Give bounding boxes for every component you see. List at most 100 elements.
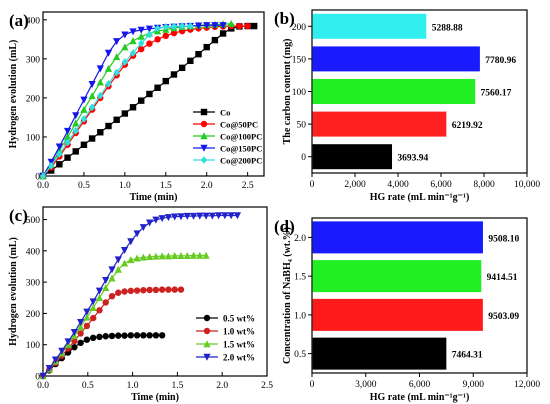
x-tick-label: 3,000 xyxy=(355,380,377,390)
series-line xyxy=(42,214,238,377)
data-point xyxy=(158,252,166,260)
data-point xyxy=(233,212,242,220)
x-tick-label: 2.5 xyxy=(261,381,273,391)
legend-label: Co@50PC xyxy=(220,120,258,130)
data-point xyxy=(104,64,113,72)
panel-d-bar-chart: 7464.31 0.5 9503.09 1.0 9414.51 1.5 9508.10 2.0… xyxy=(274,217,540,403)
data-point xyxy=(133,254,141,262)
data-point xyxy=(89,303,97,311)
data-point xyxy=(108,332,116,340)
data-point xyxy=(146,90,153,98)
data-point xyxy=(219,22,227,30)
data-point xyxy=(56,150,63,158)
data-point xyxy=(215,212,223,220)
data-point xyxy=(133,287,141,294)
series-line xyxy=(42,24,224,177)
bar-value-label: 6219.92 xyxy=(452,121,483,131)
data-point xyxy=(121,332,128,339)
data-point xyxy=(77,339,84,347)
legend-marker xyxy=(203,340,211,348)
data-point xyxy=(102,277,110,285)
data-point xyxy=(129,28,137,36)
data-point xyxy=(187,57,194,65)
data-point xyxy=(158,332,166,339)
legend-label: Co xyxy=(220,108,230,118)
plot-frame xyxy=(42,11,265,177)
data-point xyxy=(133,332,141,339)
data-point xyxy=(121,43,129,51)
data-point xyxy=(139,253,147,261)
data-point xyxy=(178,22,186,30)
data-point xyxy=(58,347,66,355)
panel-label: (c) xyxy=(9,206,28,225)
legend-marker xyxy=(200,132,208,140)
x-tick-label: 10,000 xyxy=(514,180,540,190)
data-point xyxy=(114,256,122,264)
data-point xyxy=(97,91,104,100)
data-point xyxy=(72,126,79,135)
y-tick-label: 50 xyxy=(297,121,307,131)
legend-marker xyxy=(203,353,211,361)
data-point xyxy=(108,274,116,282)
bar xyxy=(312,337,447,370)
data-point xyxy=(95,287,104,295)
data-point xyxy=(45,364,53,372)
series-line xyxy=(42,254,207,377)
series-line xyxy=(42,23,232,177)
data-point xyxy=(170,29,178,37)
x-axis-label: Time (min) xyxy=(131,392,179,403)
data-point xyxy=(165,286,172,293)
y-tick-label: 1.0 xyxy=(294,311,306,321)
y-tick-label: 0 xyxy=(35,173,40,183)
data-point xyxy=(152,332,160,339)
bar xyxy=(312,260,482,293)
data-point xyxy=(83,322,91,330)
data-point xyxy=(189,251,198,259)
data-point xyxy=(102,333,109,340)
data-point xyxy=(137,26,145,34)
x-tick-label: 12,000 xyxy=(514,380,540,390)
data-point xyxy=(236,22,243,30)
x-tick-label: 2.0 xyxy=(216,381,228,391)
y-tick-label: 150 xyxy=(292,55,307,65)
y-axis-label: Hydrogen evolution (mL) xyxy=(8,237,19,346)
data-point xyxy=(121,110,129,117)
data-point xyxy=(137,32,145,40)
legend-marker xyxy=(200,144,208,152)
y-tick-label: 200 xyxy=(292,23,307,33)
data-point xyxy=(113,38,121,46)
data-point xyxy=(64,138,71,147)
data-point xyxy=(72,148,79,155)
legend-marker xyxy=(200,108,208,116)
bar-value-label: 9414.51 xyxy=(487,273,518,283)
data-point xyxy=(178,64,186,72)
data-point xyxy=(80,96,88,104)
data-point xyxy=(88,103,96,112)
data-point xyxy=(77,318,85,326)
data-point xyxy=(146,252,154,260)
data-point xyxy=(129,49,137,57)
data-point xyxy=(138,45,145,53)
data-point xyxy=(152,252,160,260)
data-point xyxy=(138,97,145,104)
y-tick-label: 300 xyxy=(26,279,41,289)
plot-frame xyxy=(42,206,268,377)
data-point xyxy=(162,77,169,85)
data-point xyxy=(250,22,258,30)
panel-a-line-chart: 0.0 0.5 1.0 1.5 2.0 2.5 0 100 200 300 400 Time (min… xyxy=(8,11,265,203)
y-tick-label: 100 xyxy=(292,88,307,98)
data-point xyxy=(146,30,153,39)
data-point xyxy=(140,332,147,339)
bar-value-label: 9503.09 xyxy=(488,312,519,322)
panel-label: (b) xyxy=(274,9,295,28)
data-point xyxy=(171,213,179,221)
data-point xyxy=(221,212,229,220)
y-tick-label: 100 xyxy=(26,133,41,143)
data-point xyxy=(187,22,194,30)
data-point xyxy=(146,286,153,294)
data-point xyxy=(152,216,160,224)
data-point xyxy=(114,265,122,273)
bar-value-label: 5288.88 xyxy=(432,23,463,33)
legend-label: Co@200PC xyxy=(220,156,262,166)
data-point xyxy=(39,172,47,180)
